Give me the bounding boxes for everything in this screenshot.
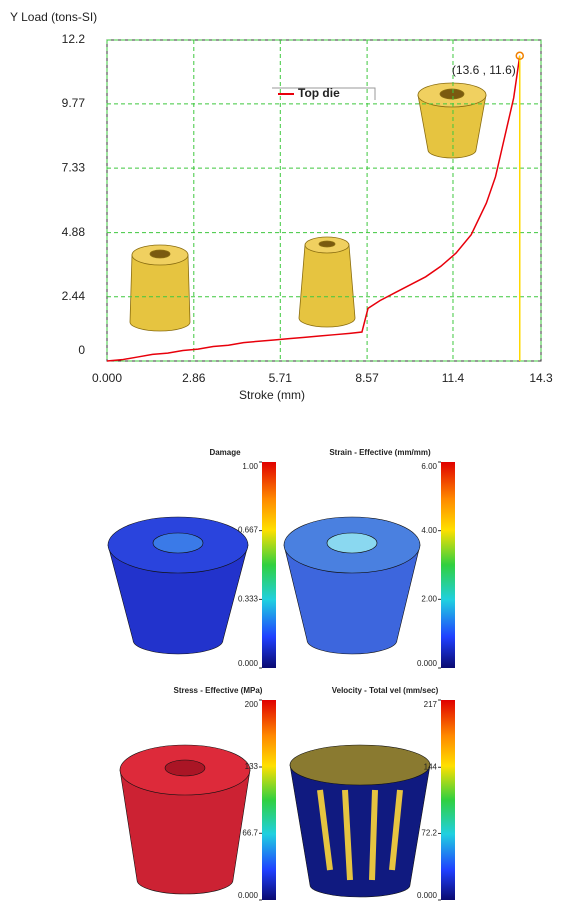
colorbar-title: Damage [209, 448, 241, 457]
colorbar [262, 700, 276, 900]
colorbar-label: 66.7 [242, 828, 258, 837]
colorbar-label: 133 [245, 762, 259, 771]
part-hole [439, 88, 465, 100]
part-images [129, 82, 487, 332]
colorbar-label: 144 [424, 762, 438, 771]
colorbar [262, 462, 276, 668]
x-axis-title: Stroke (mm) [239, 388, 305, 402]
colorbar-title: Velocity - Total vel (mm/sec) [332, 686, 439, 695]
colorbar-label: 2.00 [421, 594, 437, 603]
colorbar [441, 700, 455, 900]
legend: Top die [272, 86, 376, 100]
colorbar-label: 0.000 [417, 659, 438, 668]
colorbar-label: 0.333 [238, 595, 259, 604]
y-tick-label: 12.2 [62, 32, 86, 46]
colorbar-label: 0.000 [238, 891, 259, 900]
contour-part [283, 544, 421, 655]
part [298, 244, 356, 328]
part [417, 94, 487, 159]
contour-part [119, 769, 251, 895]
x-tick-label: 5.71 [269, 371, 293, 385]
contour-hole [152, 532, 204, 554]
colorbar-label: 6.00 [421, 462, 437, 471]
colorbar-title: Strain - Effective (mm/mm) [329, 448, 431, 457]
part-hole [149, 249, 171, 259]
x-tick-label: 14.3 [529, 371, 553, 385]
colorbar-title: Stress - Effective (MPa) [174, 686, 263, 695]
colorbar-label: 0.000 [238, 659, 259, 668]
series-line [106, 55, 521, 362]
y-tick-label: 7.33 [62, 160, 86, 174]
annotation-label: (13.6 , 11.6) [452, 63, 516, 77]
colorbar-label: 72.2 [421, 829, 437, 838]
colorbar-label: 1.00 [242, 462, 258, 471]
part [129, 254, 191, 332]
legend-label: Top die [298, 86, 340, 100]
contour-images [107, 516, 431, 898]
contour-hole [326, 532, 378, 554]
x-tick-label: 0.000 [92, 371, 122, 385]
colorbar-label: 0.000 [417, 891, 438, 900]
y-tick-label: 4.88 [62, 225, 86, 239]
velocity-vectors [317, 789, 403, 881]
colorbar [441, 462, 455, 668]
y-tick-label: 2.44 [62, 289, 86, 303]
annotation-marker [515, 51, 525, 61]
legend-box [272, 87, 376, 100]
colorbar-label: 0.667 [238, 526, 259, 535]
contour-part [107, 544, 249, 655]
y-axis-title: Y Load (tons-SI) [10, 10, 97, 24]
contour-hole [164, 759, 206, 777]
part-hole [318, 240, 336, 248]
x-tick-label: 11.4 [442, 371, 465, 385]
contour-top [289, 744, 431, 786]
x-tick-label: 8.57 [355, 371, 379, 385]
y-tick-label: 0 [78, 343, 85, 357]
colorbar-label: 200 [245, 700, 259, 709]
y-tick-label: 9.77 [62, 96, 86, 110]
x-tick-label: 2.86 [182, 371, 206, 385]
colorbar-label: 4.00 [421, 526, 437, 535]
colorbar-label: 217 [424, 700, 438, 709]
